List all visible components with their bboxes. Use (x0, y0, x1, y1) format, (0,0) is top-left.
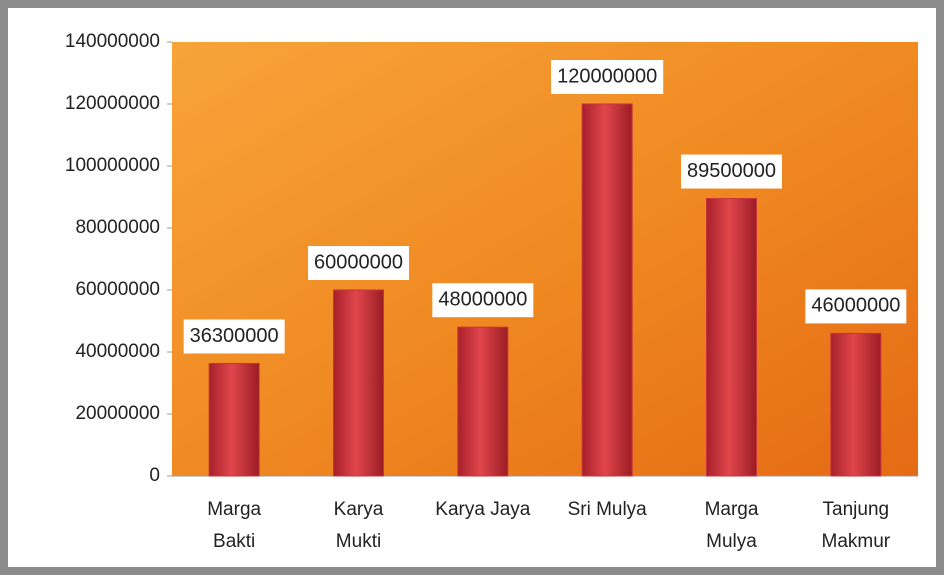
y-tick-label: 0 (149, 465, 160, 486)
y-tick-label: 80000000 (75, 217, 160, 238)
data-label-box (432, 283, 534, 318)
x-tick-label: Marga Bakti (207, 499, 261, 552)
data-label-box (551, 60, 664, 94)
bar (208, 362, 260, 477)
data-label: 48000000 (438, 288, 527, 310)
x-tick-label: Tanjung Makmur (822, 499, 891, 552)
y-tick-label: 40000000 (75, 341, 160, 362)
y-tick-label: 120000000 (65, 93, 160, 114)
bar (706, 198, 757, 477)
x-tick-label: Marga Mulya (705, 499, 759, 552)
data-label-box (805, 289, 907, 324)
y-tick-label: 100000000 (65, 155, 160, 176)
bar (581, 103, 633, 477)
plot-area (172, 42, 918, 476)
bar (457, 326, 509, 477)
bar (333, 289, 384, 477)
x-tick-label: Karya Mukti (334, 499, 384, 552)
data-label-box (681, 154, 782, 189)
data-label: 46000000 (811, 295, 900, 317)
y-tick-label: 140000000 (65, 31, 160, 52)
y-tick-label: 20000000 (75, 403, 160, 424)
x-tick-label: Sri Mulya (568, 499, 648, 520)
data-label: 60000000 (314, 251, 403, 273)
y-tick-label: 60000000 (75, 279, 160, 300)
data-label: 36300000 (190, 325, 279, 347)
x-tick-label: Karya Jaya (435, 499, 530, 520)
data-label: 120000000 (557, 65, 657, 87)
data-label: 89500000 (687, 160, 776, 182)
data-label-box (183, 319, 285, 354)
data-label-box (308, 246, 409, 280)
bar (830, 332, 882, 477)
